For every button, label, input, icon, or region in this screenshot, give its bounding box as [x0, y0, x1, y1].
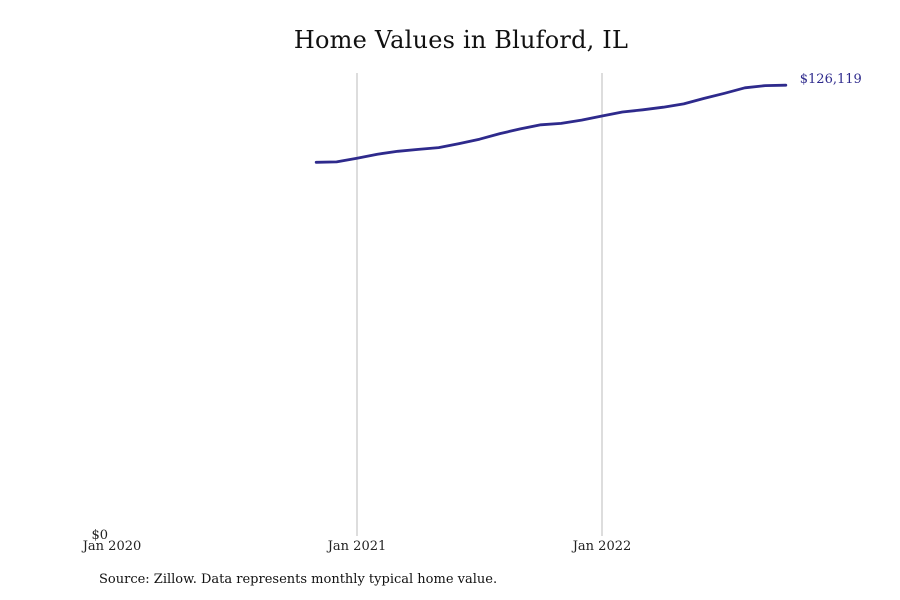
x-tick-label: Jan 2022 — [571, 539, 632, 554]
x-tick-label: Jan 2020 — [81, 539, 142, 554]
y-tick-label: $0 — [91, 528, 108, 543]
end-value-label: $126,119 — [800, 72, 862, 87]
chart-title: Home Values in Bluford, IL — [293, 26, 629, 54]
x-tick-label: Jan 2021 — [326, 539, 387, 554]
series-line — [314, 83, 788, 164]
source-note: Source: Zillow. Data represents monthly … — [99, 572, 498, 587]
